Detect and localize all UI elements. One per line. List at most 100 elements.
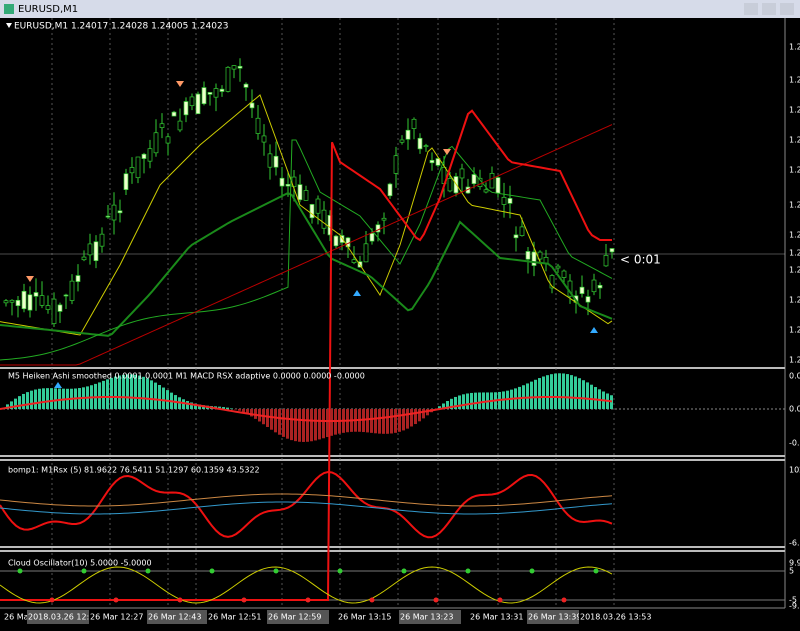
histogram-bar [162,388,165,409]
candle-body [94,242,98,261]
histogram-bar [142,377,145,409]
price-label: 1.2 [789,136,800,145]
histogram-bar [294,409,297,441]
candle-body [202,88,206,104]
cloud-dot [434,598,439,603]
candle-body [484,190,488,192]
candle-body [112,205,116,220]
candle-body [352,260,356,263]
window-buttons[interactable] [744,3,794,15]
candle-body [160,124,164,128]
candle-body [124,174,128,190]
histogram-bar [58,388,61,409]
separator [0,550,785,552]
histogram-bar [410,409,413,426]
candle-body [238,66,242,68]
cloud-dot [82,569,87,574]
candle-body [472,174,476,183]
candle-body [184,102,188,115]
indicator-label: M5 Heiken Ashi smoothed 0.0001 0.0001 M1… [8,372,365,381]
histogram-bar [226,408,229,409]
candle-body [22,291,26,308]
histogram-bar [118,376,121,409]
cloud-dot [18,569,23,574]
candle-body [16,300,20,305]
candle-body [88,244,92,255]
cloud-dot [274,569,279,574]
time-label: 26 Mar 13:15 [338,613,391,622]
histogram-bar [30,391,33,409]
candle-body [418,138,422,149]
candle-body [172,112,176,116]
histogram-bar [270,409,273,430]
cloud-dot [530,569,535,574]
histogram-bar [274,409,277,432]
histogram-bar [98,382,101,409]
candle-body [208,92,212,94]
scale-label: 102 [789,466,800,475]
scale-label: -0.0 [789,439,800,448]
cloud-dot [370,598,375,603]
histogram-bar [302,409,305,442]
price-label: 1.2 [789,106,800,115]
candle-body [496,178,500,194]
histogram-bar [110,378,113,409]
candle-body [142,154,146,158]
histogram-bar [298,409,301,442]
candle-body [106,216,110,217]
candle-body [34,293,38,297]
histogram-bar [554,374,557,409]
histogram-bar [542,376,545,409]
candle-body [58,305,62,311]
histogram-bar [238,409,241,411]
histogram-bar [166,390,169,409]
histogram-bar [458,395,461,409]
candle-body [64,295,68,296]
candle-body [166,137,170,143]
histogram-bar [34,390,37,409]
candle-body [298,185,302,200]
histogram-bar [526,383,529,409]
indicator-label: bomp1: M1Rsx (5) 81.9622 76.5411 51.1297… [8,466,260,475]
candle-body [412,119,416,128]
candle-body [514,235,518,238]
candle-body [46,306,50,310]
candle-body [604,255,608,266]
histogram-bar [282,409,285,437]
cloud-dot [338,569,343,574]
candle-body [196,94,200,114]
histogram-bar [18,396,21,409]
price-label: 1.2 [789,43,800,52]
candle-body [406,130,410,139]
candle-body [490,173,494,188]
histogram-bar [534,380,537,409]
candle-body [310,204,314,217]
histogram-bar [370,409,373,433]
candle-body [118,211,122,213]
histogram-bar [470,393,473,409]
histogram-bar [390,409,393,433]
price-label: 1.2 [789,166,800,175]
histogram-bar [322,409,325,438]
histogram-bar [366,409,369,432]
histogram-bar [150,380,153,409]
histogram-bar [290,409,293,440]
time-label: 26 Mar 12:27 [90,613,143,622]
histogram-bar [326,409,329,437]
histogram-bar [22,394,25,409]
scale-label: -6.8 [789,539,800,548]
histogram-bar [158,385,161,409]
candle-body [268,154,272,167]
histogram-bar [466,393,469,409]
candle-body [508,198,512,203]
candle-body [136,157,140,178]
candle-body [394,156,398,174]
histogram-bar [562,373,565,409]
cloud-dot [562,598,567,603]
histogram-bar [566,374,569,409]
candle-body [400,140,404,142]
candle-body [52,299,56,323]
candle-body [526,251,530,259]
histogram-bar [382,409,385,434]
candle-body [82,257,86,260]
